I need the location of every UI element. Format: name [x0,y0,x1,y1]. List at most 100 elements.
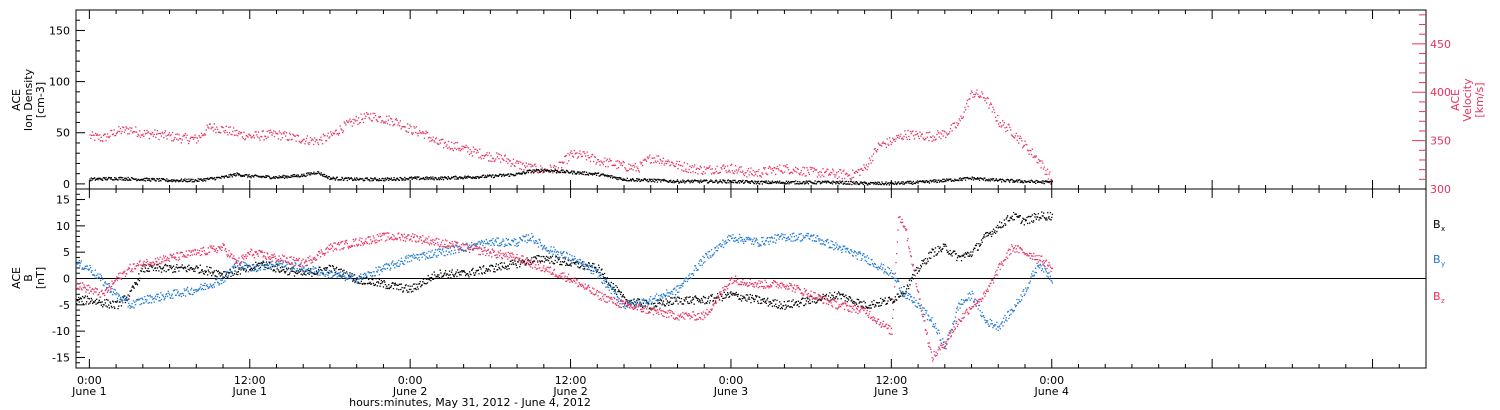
velocity-point [852,176,855,178]
density-point [134,178,137,180]
bx-point [966,251,969,254]
velocity-point [606,158,608,160]
density-point [388,177,391,180]
density-point [476,175,479,178]
velocity-point [628,163,630,165]
by-point [124,298,126,301]
density-point [696,180,698,182]
velocity-point [92,134,94,136]
bx-point [401,286,403,289]
density-point [1039,181,1041,183]
velocity-point [940,137,942,140]
bx-point [906,284,909,286]
density-point [660,179,663,181]
velocity-point [630,168,633,170]
bx-point [914,269,917,271]
density-point [931,180,933,182]
density-point [1045,180,1047,182]
velocity-point [208,123,211,126]
by-point [279,260,282,262]
by-point [310,272,312,274]
density-point [541,170,543,172]
by-point [109,291,111,294]
density-point [523,171,525,173]
density-point [507,173,510,175]
bx-point [830,299,832,301]
bx-point [837,298,839,300]
velocity-point [874,147,876,150]
bx-point [1030,215,1032,218]
velocity-point [165,135,167,137]
bx-point [217,270,219,272]
by-point [191,293,193,296]
bx-point [524,264,526,266]
bx-point [926,262,928,264]
bx-point [215,269,217,272]
bx-point [769,303,771,306]
velocity-point [662,157,665,159]
by-point [234,265,236,268]
bx-point [827,295,830,297]
velocity-point [163,136,165,139]
by-point [188,293,191,295]
bx-point [905,290,907,293]
bx-point [292,267,294,269]
bx-point [1016,215,1018,218]
density-point [915,181,917,183]
density-point [221,175,223,178]
density-point [839,180,841,182]
density-point [525,171,528,174]
by-point [319,274,321,276]
bx-point [1005,218,1007,220]
bx-point [253,267,255,269]
density-point [293,174,296,176]
bx-point [578,267,580,269]
bx-point [718,299,721,301]
bx-point [920,264,922,266]
velocity-point [512,163,514,165]
bx-point [1011,215,1013,217]
by-point [226,270,228,273]
bx-point [462,270,465,273]
by-point [259,267,261,269]
bx-point [839,293,842,296]
velocity-point [143,135,145,137]
bx-point [525,262,528,265]
density-point [343,177,346,179]
density-point [535,170,537,172]
velocity-point [625,168,627,170]
bx-point [376,281,378,283]
velocity-point [651,157,653,159]
density-point [444,177,447,179]
density-point [115,177,117,179]
bx-point [793,304,796,306]
density-point [698,180,700,182]
bx-point [638,299,640,301]
density-point [271,177,273,179]
bx-point [182,267,184,269]
by-point [422,252,424,254]
density-point [970,178,973,181]
by-point [86,265,88,267]
velocity-point [483,157,485,160]
density-point [481,175,483,177]
bx-point [751,296,753,299]
bx-point [677,303,679,305]
bx-point [702,301,704,303]
bx-point [817,299,820,301]
bx-point [726,294,728,296]
density-point [686,180,688,182]
velocity-point [149,132,151,135]
velocity-point [334,130,337,132]
bx-point [402,290,405,292]
by-point [363,276,365,278]
velocity-point [973,96,976,98]
bx-point [569,263,572,265]
velocity-point [604,157,606,159]
velocity-point [281,133,283,135]
density-point [700,181,703,184]
velocity-point [341,131,344,134]
density-point [794,183,796,185]
bx-point [815,302,817,304]
velocity-point [471,155,474,157]
